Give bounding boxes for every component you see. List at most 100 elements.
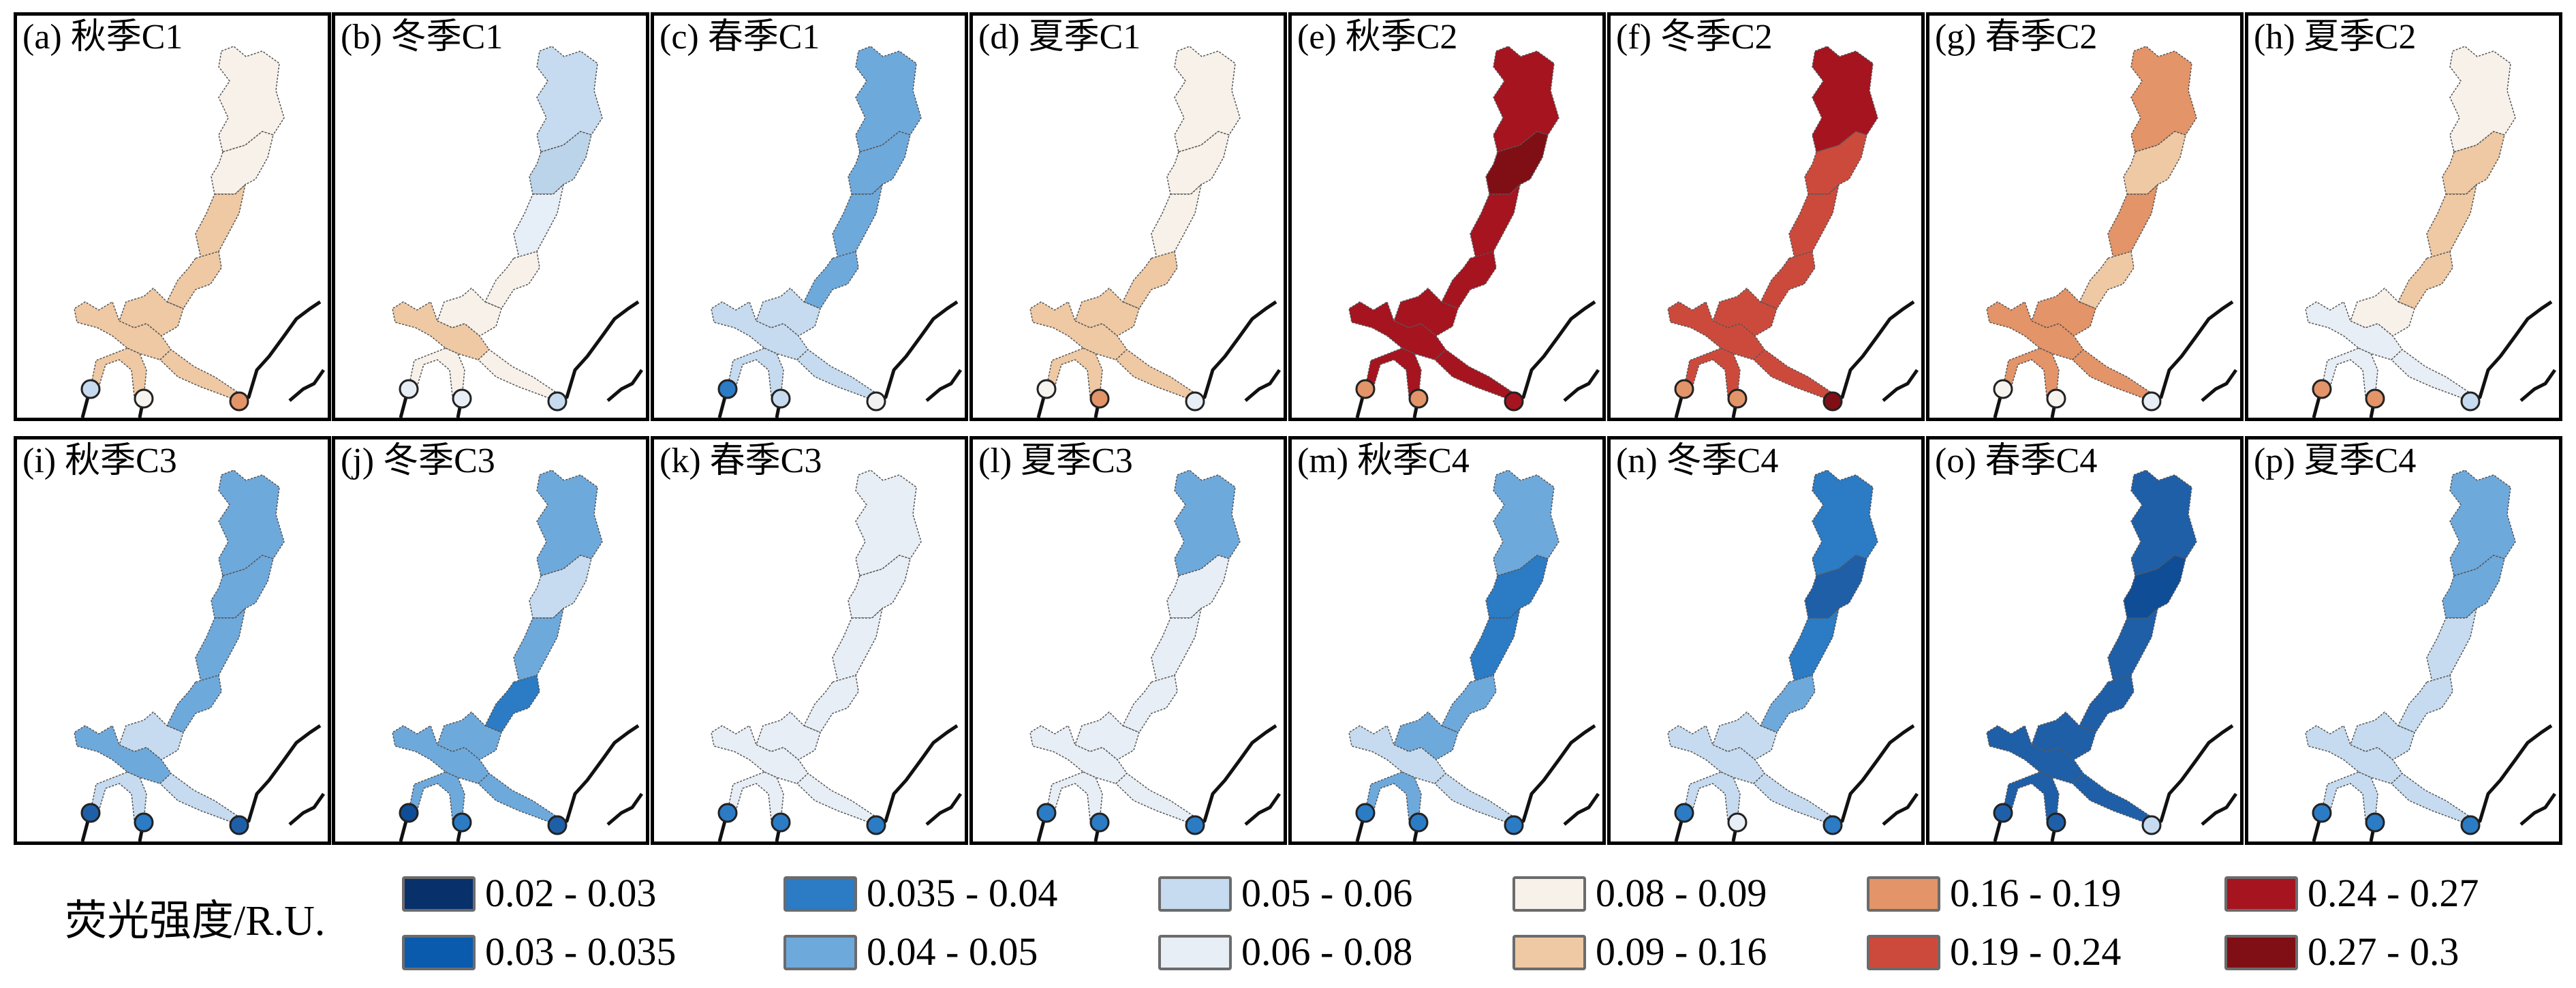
reservoir-map (2305, 46, 2557, 418)
sampling-point (866, 391, 886, 412)
legend-label: 0.035 - 0.04 (867, 871, 1058, 915)
sampling-point (1674, 379, 1694, 399)
sampling-point (1408, 812, 1429, 833)
reservoir-zone (832, 183, 884, 260)
reservoir-zone (2123, 131, 2186, 195)
legend-label: 0.05 - 0.06 (1241, 871, 1413, 915)
reservoir-zone (756, 711, 821, 760)
legend-label: 0.08 - 0.09 (1596, 871, 1767, 915)
sampling-point (1036, 803, 1057, 823)
reservoir-zone (855, 46, 922, 153)
reservoir-zone (1166, 131, 1230, 195)
river-line (1828, 724, 1915, 827)
reservoir-zone (1493, 46, 1559, 153)
map-panel: (e) 秋季C2 (1288, 12, 1606, 421)
reservoir-zone (392, 300, 490, 360)
legend-label: 0.27 - 0.3 (2308, 929, 2459, 974)
river-line (606, 792, 644, 826)
sampling-point (1089, 388, 1110, 409)
reservoir-zone (2078, 675, 2135, 733)
sampling-point (399, 379, 419, 399)
reservoir-zone (1470, 606, 1521, 683)
reservoir-zone (529, 555, 592, 619)
sampling-point (229, 815, 249, 835)
reservoir-zone (166, 251, 222, 309)
river-line (234, 300, 322, 403)
reservoir-zone (218, 46, 285, 153)
reservoir-map (392, 469, 644, 842)
reservoir-zone (2390, 349, 2478, 402)
reservoir-zone (159, 349, 247, 402)
map-panel: (j) 冬季C3 (332, 436, 649, 845)
river-line (2466, 724, 2553, 827)
map-panel: (g) 春季C2 (1926, 12, 2244, 421)
reservoir-map (1986, 46, 2238, 418)
panel-label: (a) 秋季C1 (22, 18, 183, 57)
river-line (1563, 369, 1600, 402)
sampling-point (2460, 815, 2481, 835)
reservoir-zone (2442, 555, 2505, 619)
reservoir-zone (2071, 349, 2159, 402)
reservoir-zone (1121, 251, 1178, 309)
panel-label: (p) 夏季C4 (2254, 442, 2417, 480)
panel-label: (h) 夏季C2 (2254, 18, 2417, 57)
sampling-point (1727, 812, 1748, 833)
map-panel: (p) 夏季C4 (2245, 436, 2562, 845)
reservoir-zone (711, 724, 809, 784)
reservoir-map (711, 46, 963, 418)
reservoir-zone (2350, 711, 2415, 760)
reservoir-map (1667, 469, 1919, 842)
river-line (234, 724, 322, 827)
reservoir-zone (2078, 251, 2135, 309)
river-line (1882, 369, 1919, 402)
sampling-point (1504, 815, 1524, 835)
sampling-point (1822, 815, 1843, 835)
legend-swatch (2224, 935, 2298, 970)
reservoir-zone (1029, 724, 1128, 784)
reservoir-zone (832, 606, 884, 683)
reservoir-zone (1433, 349, 1521, 402)
river-line (1563, 792, 1600, 826)
reservoir-zone (1115, 773, 1202, 826)
reservoir-zone (1393, 287, 1459, 337)
reservoir-zone (195, 183, 247, 260)
reservoir-zone (1759, 251, 1816, 309)
reservoir-zone (2031, 287, 2096, 337)
sampling-point (229, 391, 249, 412)
legend-swatch (1512, 876, 1586, 912)
sampling-point (2141, 815, 2162, 835)
river-line (288, 792, 326, 826)
reservoir-zone (2350, 287, 2415, 337)
reservoir-zone (2107, 606, 2159, 683)
sampling-point (1674, 803, 1694, 823)
sampling-point (80, 379, 101, 399)
legend-swatch (402, 876, 476, 912)
reservoir-zone (1752, 349, 1840, 402)
river-line (1509, 724, 1596, 827)
reservoir-zone (477, 349, 565, 402)
reservoir-zone (536, 46, 603, 153)
reservoir-zone (2426, 183, 2478, 260)
legend-label: 0.16 - 0.19 (1950, 871, 2122, 915)
sampling-point (1822, 391, 1843, 412)
river-line (2147, 300, 2234, 403)
sampling-point (452, 388, 472, 409)
legend-swatch (402, 935, 476, 970)
sampling-point (1355, 379, 1376, 399)
reservoir-zone (529, 131, 592, 195)
sampling-point (1089, 812, 1110, 833)
reservoir-zone (1752, 773, 1840, 826)
sampling-point (452, 812, 472, 833)
panel-label: (n) 冬季C4 (1616, 442, 1779, 480)
sampling-point (771, 812, 791, 833)
sampling-point (399, 803, 419, 823)
reservoir-zone (1712, 711, 1778, 760)
reservoir-map (1029, 469, 1282, 842)
reservoir-zone (2449, 46, 2516, 153)
sampling-point (1185, 815, 1205, 835)
river-line (606, 369, 644, 402)
reservoir-zone (2123, 555, 2186, 619)
panel-label: (f) 冬季C2 (1616, 18, 1773, 57)
reservoir-map (711, 469, 963, 842)
map-panel: (k) 春季C3 (651, 436, 968, 845)
